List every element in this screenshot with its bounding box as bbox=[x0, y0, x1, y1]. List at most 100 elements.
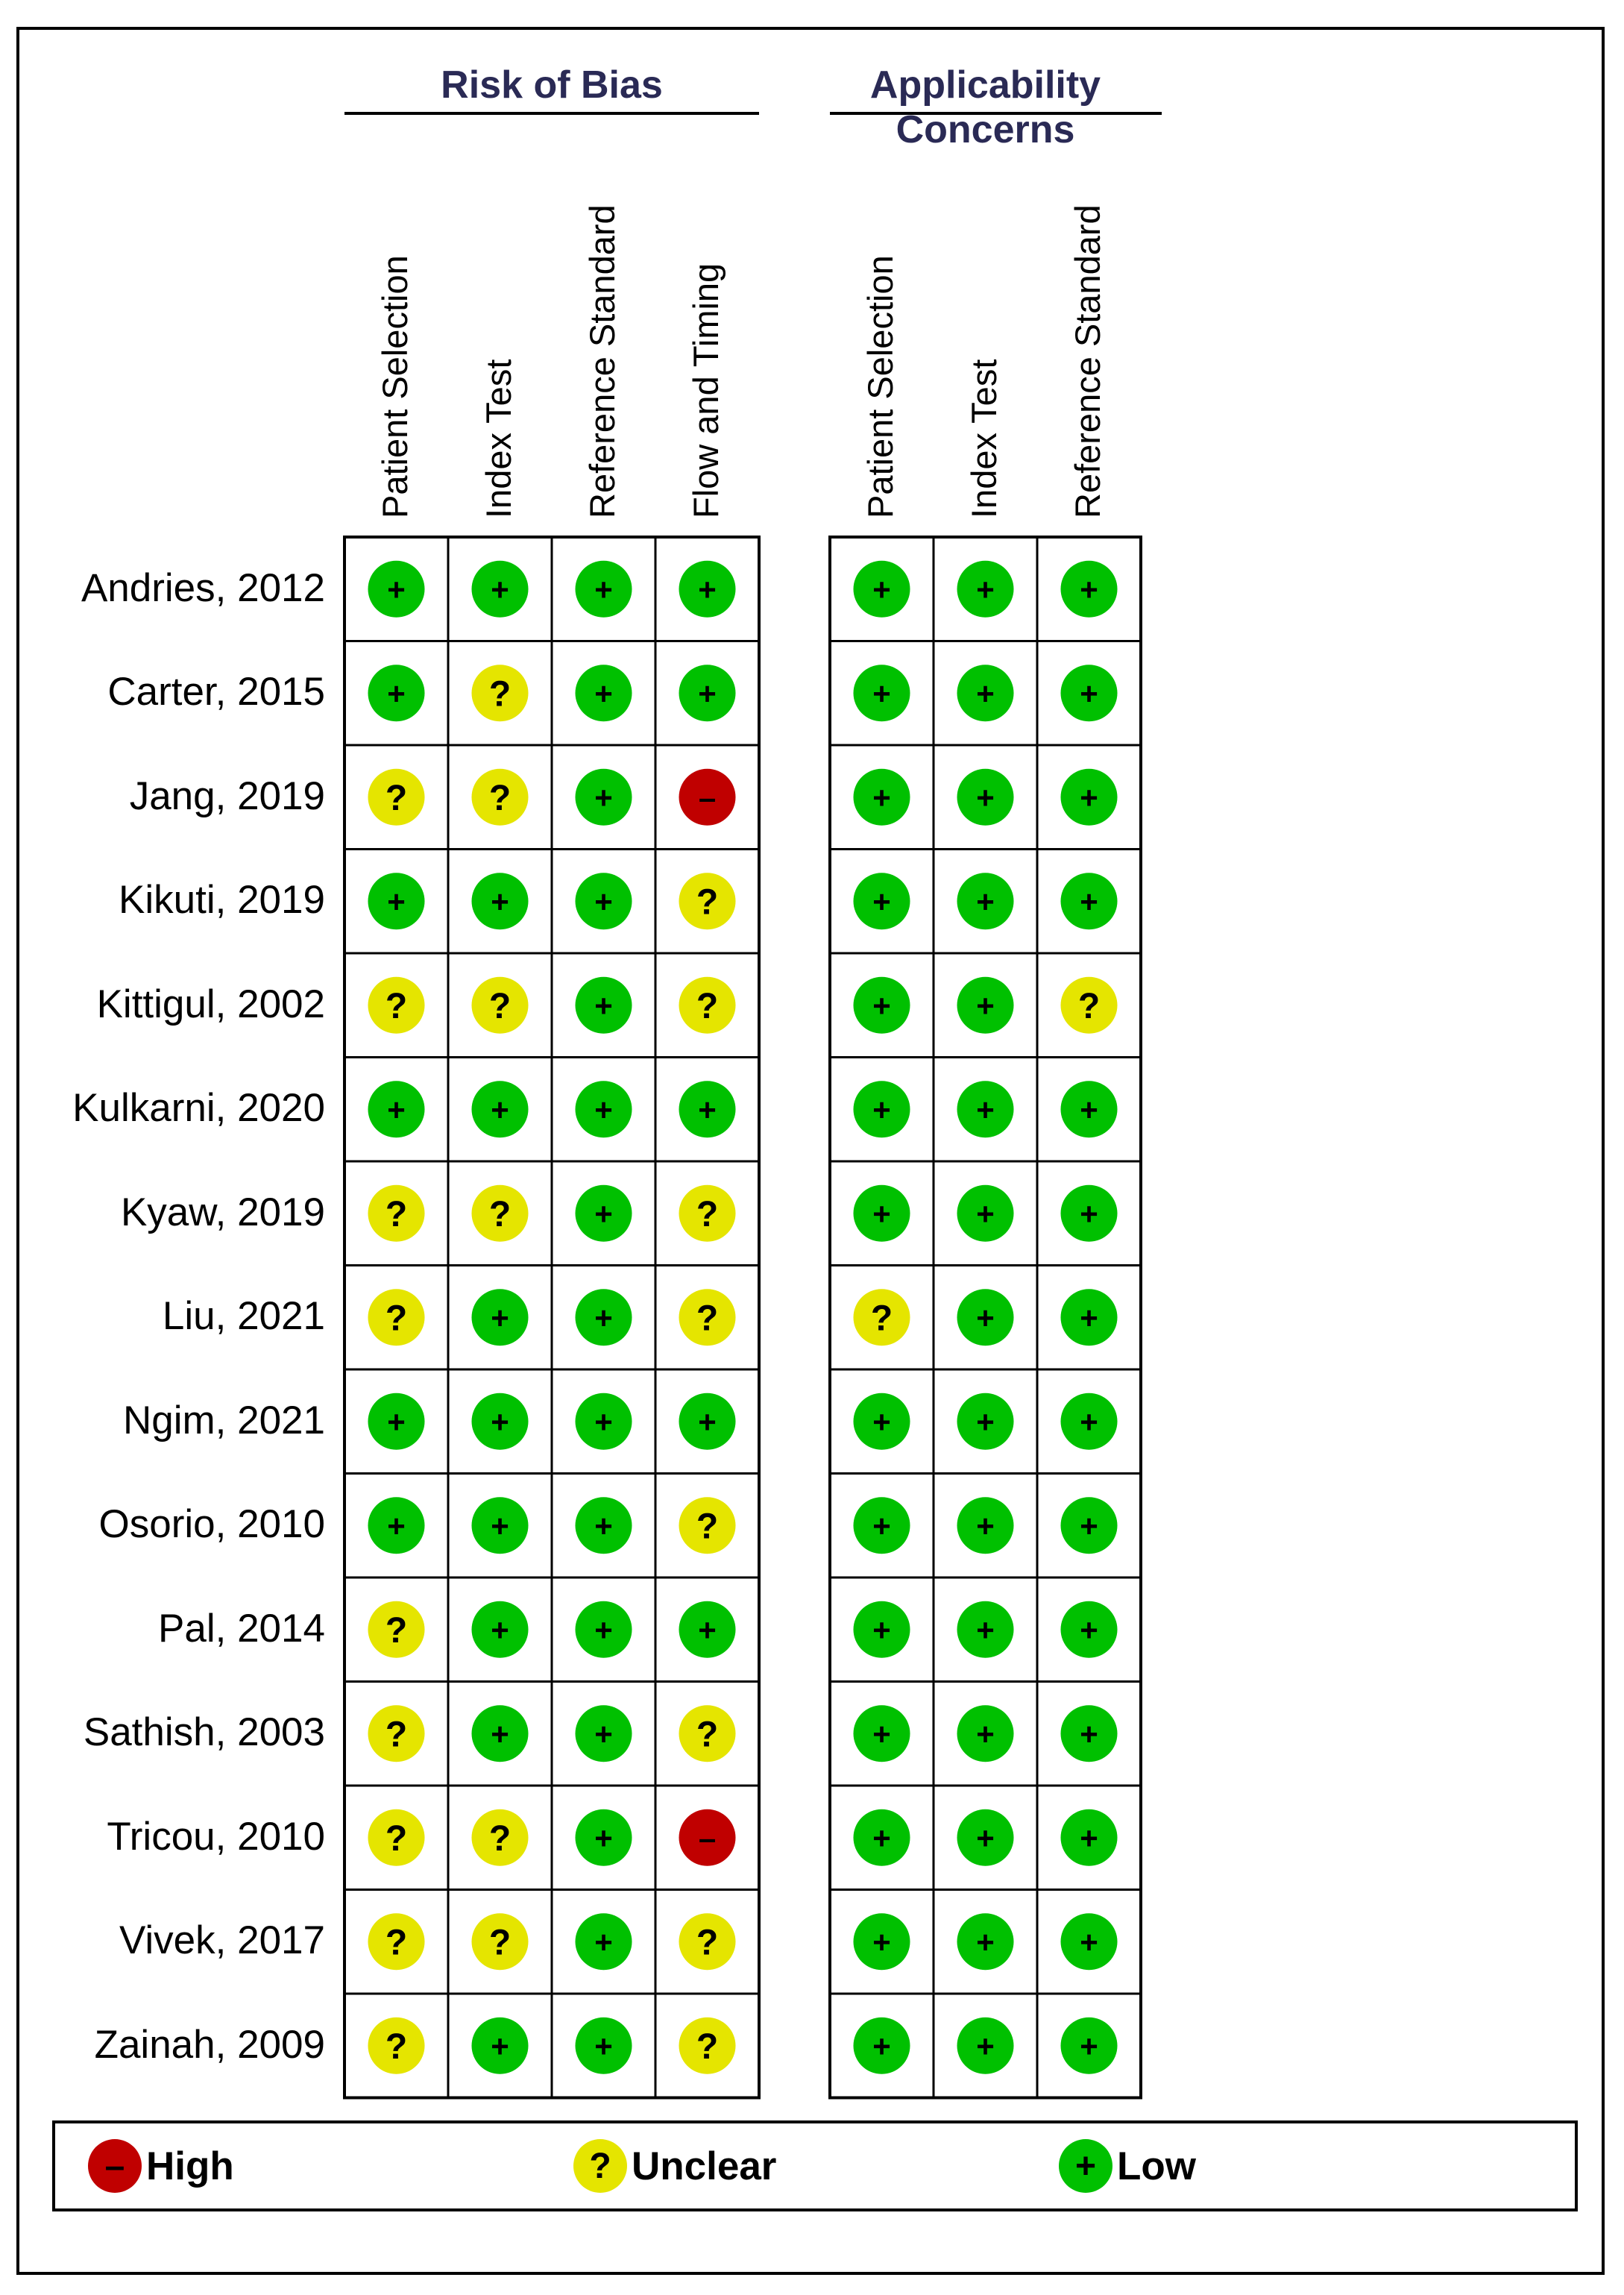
legend-high-label: High bbox=[146, 2144, 234, 2188]
rating-symbol: ? bbox=[1078, 987, 1100, 1026]
rating-symbol: + bbox=[387, 572, 406, 607]
rating-dot-high: – bbox=[679, 768, 736, 826]
rating-symbol: + bbox=[976, 988, 995, 1023]
rating-dot-low: + bbox=[575, 1184, 632, 1242]
rating-symbol: + bbox=[976, 1924, 995, 1959]
rating-dot-low: + bbox=[575, 1601, 632, 1658]
rating-dot-low: + bbox=[471, 1393, 529, 1450]
rating-circle bbox=[679, 1913, 736, 1971]
rating-circle bbox=[679, 1184, 736, 1242]
rating-dot-low: + bbox=[1060, 1289, 1118, 1346]
rating-circle bbox=[679, 1081, 736, 1138]
rating-dot-low: + bbox=[1060, 768, 1118, 826]
rating-circle bbox=[471, 1913, 529, 1971]
rating-dot-low: + bbox=[471, 1601, 529, 1658]
rating-circle bbox=[575, 1184, 632, 1242]
rating-circle bbox=[368, 873, 425, 930]
rating-circle bbox=[575, 976, 632, 1034]
rating-circle bbox=[853, 873, 910, 930]
rating-circle bbox=[471, 1601, 529, 1658]
rating-circle bbox=[471, 2017, 529, 2074]
rating-symbol: + bbox=[872, 1404, 891, 1440]
legend-item-unclear: ? Unclear bbox=[573, 2123, 776, 2208]
rating-circle bbox=[368, 768, 425, 826]
rating-circle bbox=[957, 665, 1014, 722]
rating-dot-low: + bbox=[575, 976, 632, 1034]
rating-circle bbox=[957, 1497, 1014, 1554]
rating-dot-low: + bbox=[1060, 665, 1118, 722]
rating-circle bbox=[471, 976, 529, 1034]
rating-circle bbox=[679, 1393, 736, 1450]
rating-dot-low: + bbox=[575, 1393, 632, 1450]
rating-dot-unclear: ? bbox=[368, 2017, 425, 2074]
rating-symbol: + bbox=[491, 2029, 509, 2064]
rating-dot-low: + bbox=[1060, 873, 1118, 930]
rating-symbol: + bbox=[976, 1196, 995, 1231]
rating-dot-unclear: ? bbox=[1060, 976, 1118, 1034]
rating-symbol: + bbox=[872, 1508, 891, 1543]
rating-symbol: + bbox=[491, 1613, 509, 1648]
rating-symbol: + bbox=[594, 780, 613, 815]
rating-symbol: + bbox=[1080, 572, 1098, 607]
study-label: Ngim, 2021 bbox=[122, 1398, 325, 1442]
rating-dot-low: + bbox=[1060, 1497, 1118, 1554]
rating-circle bbox=[853, 976, 910, 1034]
rating-circle bbox=[471, 873, 529, 930]
rating-symbol: ? bbox=[385, 1819, 407, 1859]
rating-symbol: ? bbox=[385, 987, 407, 1026]
rating-dot-unclear: ? bbox=[679, 873, 736, 930]
rating-dot-low: + bbox=[368, 1081, 425, 1138]
rating-symbol: ? bbox=[696, 1715, 718, 1754]
rating-dot-low: + bbox=[575, 665, 632, 722]
rating-dot-unclear: ? bbox=[471, 976, 529, 1034]
study-label: Sathish, 2003 bbox=[83, 1710, 325, 1755]
rating-circle bbox=[1060, 1809, 1118, 1866]
study-label: Kyaw, 2019 bbox=[120, 1190, 325, 1234]
rating-circle bbox=[853, 1497, 910, 1554]
rating-circle bbox=[853, 1393, 910, 1450]
rating-circle bbox=[368, 1913, 425, 1971]
rating-dot-low: + bbox=[957, 873, 1014, 930]
rating-dot-low: + bbox=[853, 1601, 910, 1658]
rating-dot-low: + bbox=[575, 1081, 632, 1138]
rating-circle bbox=[1060, 1497, 1118, 1554]
study-label: Liu, 2021 bbox=[162, 1294, 325, 1339]
rating-dot-low: + bbox=[853, 560, 910, 618]
rating-dot-low: + bbox=[957, 1913, 1014, 1971]
rating-circle bbox=[368, 976, 425, 1034]
rating-circle bbox=[679, 1289, 736, 1346]
rating-circle bbox=[853, 560, 910, 618]
rating-symbol: + bbox=[387, 676, 406, 711]
rating-dot-unclear: ? bbox=[368, 1184, 425, 1242]
rating-dot-unclear: ? bbox=[368, 976, 425, 1034]
rating-symbol: ? bbox=[385, 779, 407, 818]
rating-dot-low: + bbox=[575, 1809, 632, 1866]
rating-circle bbox=[853, 1913, 910, 1971]
rating-dot-unclear: ? bbox=[679, 1497, 736, 1554]
rating-dot-low: + bbox=[957, 1601, 1014, 1658]
rating-symbol: + bbox=[387, 1092, 406, 1127]
rating-symbol: + bbox=[976, 572, 995, 607]
rating-dot-unclear: ? bbox=[368, 1913, 425, 1971]
rating-dot-low: + bbox=[1060, 1705, 1118, 1762]
rating-circle bbox=[471, 1289, 529, 1346]
rating-circle bbox=[471, 768, 529, 826]
rating-symbol: – bbox=[699, 1821, 716, 1856]
rating-circle bbox=[679, 873, 736, 930]
rating-dot-unclear: ? bbox=[471, 1913, 529, 1971]
rating-symbol: + bbox=[872, 780, 891, 815]
study-label: Kulkarni, 2020 bbox=[72, 1086, 325, 1131]
rating-dot-low: + bbox=[471, 1705, 529, 1762]
rating-dot-low: + bbox=[575, 1913, 632, 1971]
study-label: Carter, 2015 bbox=[107, 670, 325, 715]
rating-symbol: + bbox=[1080, 780, 1098, 815]
rating-symbol: + bbox=[1080, 1404, 1098, 1440]
rating-symbol: + bbox=[976, 1821, 995, 1856]
rating-dot-low: + bbox=[1060, 2017, 1118, 2074]
rating-circle bbox=[1060, 1601, 1118, 1658]
rating-circle bbox=[679, 2017, 736, 2074]
rating-symbol: + bbox=[976, 1508, 995, 1543]
legend-low-label: Low bbox=[1117, 2144, 1196, 2188]
rating-circle bbox=[957, 768, 1014, 826]
